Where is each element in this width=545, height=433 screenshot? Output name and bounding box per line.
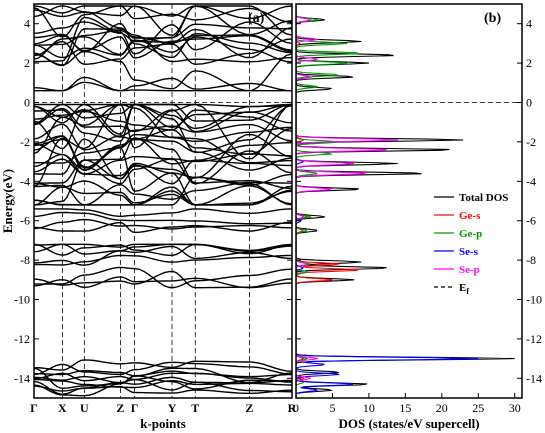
y-tick-label-a-1: 2	[24, 56, 30, 70]
band-line-31	[34, 137, 292, 188]
x-tick-label-b-1: 5	[329, 401, 335, 415]
kpoint-label-4: Γ	[131, 401, 139, 415]
y-tick-label-a-0: 4	[24, 17, 30, 31]
band-line-30	[34, 107, 292, 133]
legend-label-2: Ge-p	[459, 228, 482, 240]
y-tick-label-b-1: 2	[526, 56, 532, 70]
band-line-63	[34, 378, 292, 389]
legend-label-3: Se-s	[459, 246, 479, 258]
y-tick-label-b-7: -10	[526, 293, 542, 307]
x-tick-label-b-2: 10	[363, 401, 375, 415]
band-line-53	[34, 276, 292, 289]
y-tick-label-b-9: -14	[526, 371, 542, 385]
band-line-5	[34, 5, 292, 38]
y-tick-label-a-7: -10	[14, 293, 30, 307]
band-line-61	[34, 372, 292, 383]
dos-line-ge-p	[296, 4, 358, 398]
legend-label-1: Ge-s	[459, 210, 481, 222]
x-tick-label-b-5: 25	[472, 401, 484, 415]
y-tick-label-a-8: -12	[14, 332, 30, 346]
x-tick-label-b-4: 20	[436, 401, 448, 415]
band-line-55	[34, 359, 292, 372]
kpoint-label-6: T	[191, 401, 199, 415]
kpoint-label-1: X	[58, 401, 67, 415]
y-tick-label-a-4: -4	[20, 174, 30, 188]
band-line-14	[34, 28, 292, 67]
y-tick-label-a-9: -14	[14, 371, 30, 385]
band-line-51	[34, 254, 292, 266]
legend-label-5: Ef	[459, 282, 469, 296]
y-tick-label-b-0: 4	[526, 17, 532, 31]
kpoint-label-5: Y	[168, 401, 177, 415]
band-line-0	[34, 76, 292, 92]
y-tick-label-b-8: -12	[526, 332, 542, 346]
y-tick-label-a-6: -8	[20, 253, 30, 267]
band-curves	[34, 5, 292, 397]
panel-b-frame	[295, 3, 523, 399]
axes: 420-2-4-6-8-10-12-14420-2-4-6-8-10-12-14…	[0, 3, 542, 431]
band-line-60	[34, 361, 292, 376]
y-tick-label-a-5: -6	[20, 214, 30, 228]
legend-label-0: Total DOS	[459, 192, 508, 204]
x-axis-title-a: k-points	[140, 416, 186, 431]
band-line-33	[34, 185, 292, 206]
x-tick-label-b-6: 30	[509, 401, 521, 415]
dos-line-ge-s	[296, 4, 358, 398]
panel-a-frame	[33, 3, 293, 399]
x-axis-title-b: DOS (states/eV supercell)	[338, 416, 479, 431]
y-tick-label-b-3: -2	[526, 135, 536, 149]
y-tick-label-b-4: -4	[526, 174, 536, 188]
y-tick-label-b-2: 0	[526, 96, 532, 110]
kpoint-label-7: Z	[245, 401, 253, 415]
band-line-28	[34, 123, 292, 151]
band-line-37	[34, 181, 292, 206]
panel-label-b: (b)	[484, 11, 501, 26]
legend-label-4: Se-p	[459, 264, 480, 276]
dos-line-se-s	[296, 4, 479, 398]
band-line-42	[34, 211, 292, 225]
y-tick-label-b-6: -8	[526, 253, 536, 267]
band-line-52	[34, 243, 292, 257]
kpoint-label-8: R	[288, 401, 297, 415]
kpoint-label-3: Z	[116, 401, 124, 415]
kpoint-label-2: U	[80, 401, 89, 415]
y-tick-label-a-2: 0	[24, 96, 30, 110]
x-tick-label-b-0: 0	[293, 401, 299, 415]
band-line-13	[34, 22, 292, 59]
kpoint-label-0: Γ	[30, 401, 38, 415]
panel-label-a: (a)	[248, 11, 265, 26]
y-axis-title-a: Energy(eV)	[0, 169, 15, 233]
band-line-44	[34, 218, 292, 230]
x-tick-label-b-3: 15	[399, 401, 411, 415]
y-tick-label-a-3: -2	[20, 135, 30, 149]
y-tick-label-b-5: -6	[526, 214, 536, 228]
